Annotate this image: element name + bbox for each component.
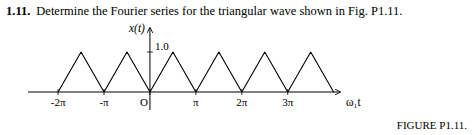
chart: 1.11. Determine the Fourier series for th… — [0, 0, 474, 135]
y-axis-label: x(t) — [128, 22, 145, 35]
wave-line — [58, 52, 334, 92]
figure-caption: FIGURE P1.11. — [397, 119, 467, 131]
plot-area — [58, 52, 334, 92]
y-tick — [147, 52, 153, 53]
x-axis — [28, 92, 340, 93]
title-number: 1.11. — [6, 4, 30, 18]
y-axis — [149, 28, 150, 110]
x-tick-label: -π — [99, 96, 109, 108]
x-tick-label: 3π — [282, 96, 294, 108]
x-tick-label: -2π — [51, 96, 66, 108]
x-tick-label: π — [193, 96, 199, 108]
title: 1.11. Determine the Fourier series for th… — [6, 4, 402, 18]
title-text: Determine the Fourier series for the tri… — [36, 4, 402, 18]
x-tick-label: O — [140, 96, 148, 108]
x-axis-label: ω₁t — [346, 96, 362, 108]
y-tick-label: 1.0 — [155, 40, 169, 52]
x-tick-label: 2π — [236, 96, 248, 108]
